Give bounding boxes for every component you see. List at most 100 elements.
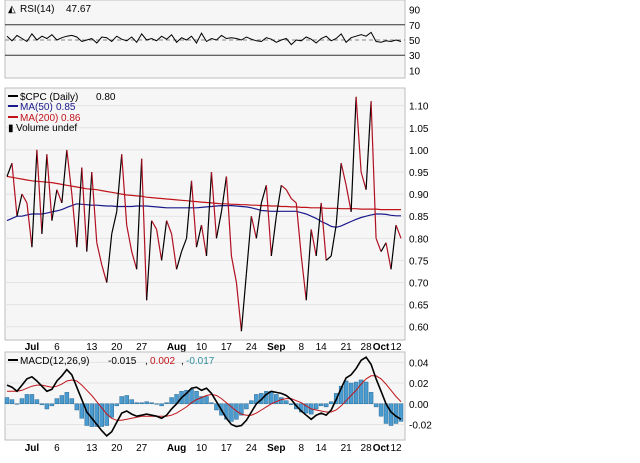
macd-histogram-bar [44,403,50,410]
macd-histogram-bar [144,401,149,405]
cpc-price-segment [170,233,178,270]
macd-histogram-bar [269,391,274,405]
macd-tick-0: 0.04 [409,358,429,369]
cpc-price-segment [235,282,243,332]
cpc-price-segment [255,202,262,239]
macd-legend-sep-1: , [145,356,148,367]
price-tick-10: 0.60 [409,323,429,334]
cpc-price-segment [36,149,43,234]
cpc-price-segment [190,180,198,248]
cpc-price-segment [156,229,163,261]
cpc-price-segment [215,211,223,239]
price-x-label-4: 27 [136,342,148,353]
cpc-price-segment [151,220,158,230]
macd-histogram-bar [289,403,294,406]
rsi-tick-90: 90 [409,6,421,17]
cpc-price-segment [285,189,292,199]
macd-histogram-bar [239,403,244,416]
price-x-label-6: 10 [196,342,208,353]
cpc-price-segment [195,224,203,248]
macd-histogram-bar [24,394,30,405]
price-panel-frame [4,87,406,341]
cpc-price-segment [320,202,327,261]
macd-panel: 0.04 0.02 0.00 -0.02 MACD(12,26,9) -0.015 ,… [4,351,432,441]
price-x-label-13: 28 [361,342,373,353]
macd-histogram-bar [29,394,35,405]
cpc-price-segment [81,167,88,252]
macd-histogram-bar [393,403,399,424]
cpc-price-segment [370,101,377,239]
cpc-price-segment [146,220,153,301]
macd-histogram-bar [159,403,164,407]
macd-x-label-14: Oct [373,443,390,454]
cpc-price-segment [131,251,138,270]
cpc-price-segment [395,224,402,239]
macd-histogram-bar [109,403,114,418]
price-x-axis: Jul 6 13 20 27 Aug 10 17 24 Sep 8 14 21 28 Oct 12 [25,342,402,353]
cpc-price-segment [101,264,108,283]
price-tick-0: 1.10 [409,102,429,113]
macd-histogram-bar [124,395,129,405]
macd-histogram-bar [378,403,384,417]
macd-histogram-bar [39,403,45,406]
macd-histogram-bar [134,402,139,405]
cpc-price-segment [295,202,302,257]
cpc-price-segment [230,255,238,283]
macd-x-label-4: 27 [136,443,148,454]
macd-histogram-bar [373,403,379,408]
price-tick-6: 0.80 [409,234,429,245]
macd-histogram-bar [199,396,204,405]
macd-histogram-bar [368,392,374,405]
cpc-price-segment [180,238,188,252]
cpc-price-segment [390,224,397,270]
macd-histogram-bar [129,399,134,405]
macd-x-label-8: 24 [246,443,258,454]
price-x-label-8: 24 [246,342,258,353]
cpc-price-segment [345,185,352,212]
cpc-price-segment [265,185,272,257]
cpc-price-segment [380,242,387,252]
cpc-price-segment [210,171,218,239]
macd-x-label-10: 8 [298,443,304,454]
cpc-price-segment [16,193,23,217]
macd-x-label-7: 17 [221,443,233,454]
cpc-price-segment [116,154,123,212]
macd-histogram-bar [209,402,214,405]
macd-histogram-bar [338,385,344,405]
cpc-price-segment [56,189,63,204]
price-x-label-7: 17 [221,342,233,353]
macd-histogram-bar [318,403,324,407]
cpc-price-segment [166,220,173,235]
cpc-price-segment [26,202,33,248]
cpc-price-segment [350,96,357,212]
rsi-line [6,31,402,46]
cpc-price-segment [31,149,38,248]
macd-x-label-2: 13 [86,443,98,454]
cpc-price-segment [385,242,392,270]
cpc-legend-value: 0.80 [96,92,116,103]
macd-histogram-bar [4,397,10,405]
macd-histogram-bar [323,403,329,408]
macd-histogram-bar [244,403,249,410]
cpc-price-segment [46,154,53,221]
macd-tick-2: 0.00 [409,400,429,411]
price-tick-7: 0.75 [409,256,429,267]
cpc-price-segment [360,171,367,190]
price-tick-4: 0.90 [409,190,429,201]
cpc-price-segment [330,224,337,257]
cpc-price-segment [300,255,307,301]
ma50-legend-label: MA(50) [20,102,53,113]
macd-histogram-bar [64,392,70,405]
macd-x-label-3: 20 [111,443,123,454]
macd-histogram-bar [19,398,25,405]
cpc-price-segment [260,185,267,204]
cpc-price-segment [365,101,372,190]
cpc-price-segment [290,198,297,204]
cpc-price-segment [66,149,73,195]
price-x-label-3: 20 [111,342,123,353]
macd-histogram-bar [9,399,15,405]
price-x-label-12: 21 [341,342,353,353]
macd-signal-line [7,375,402,421]
cpc-price-segment [245,216,252,274]
cpc-price-segment [136,158,143,270]
